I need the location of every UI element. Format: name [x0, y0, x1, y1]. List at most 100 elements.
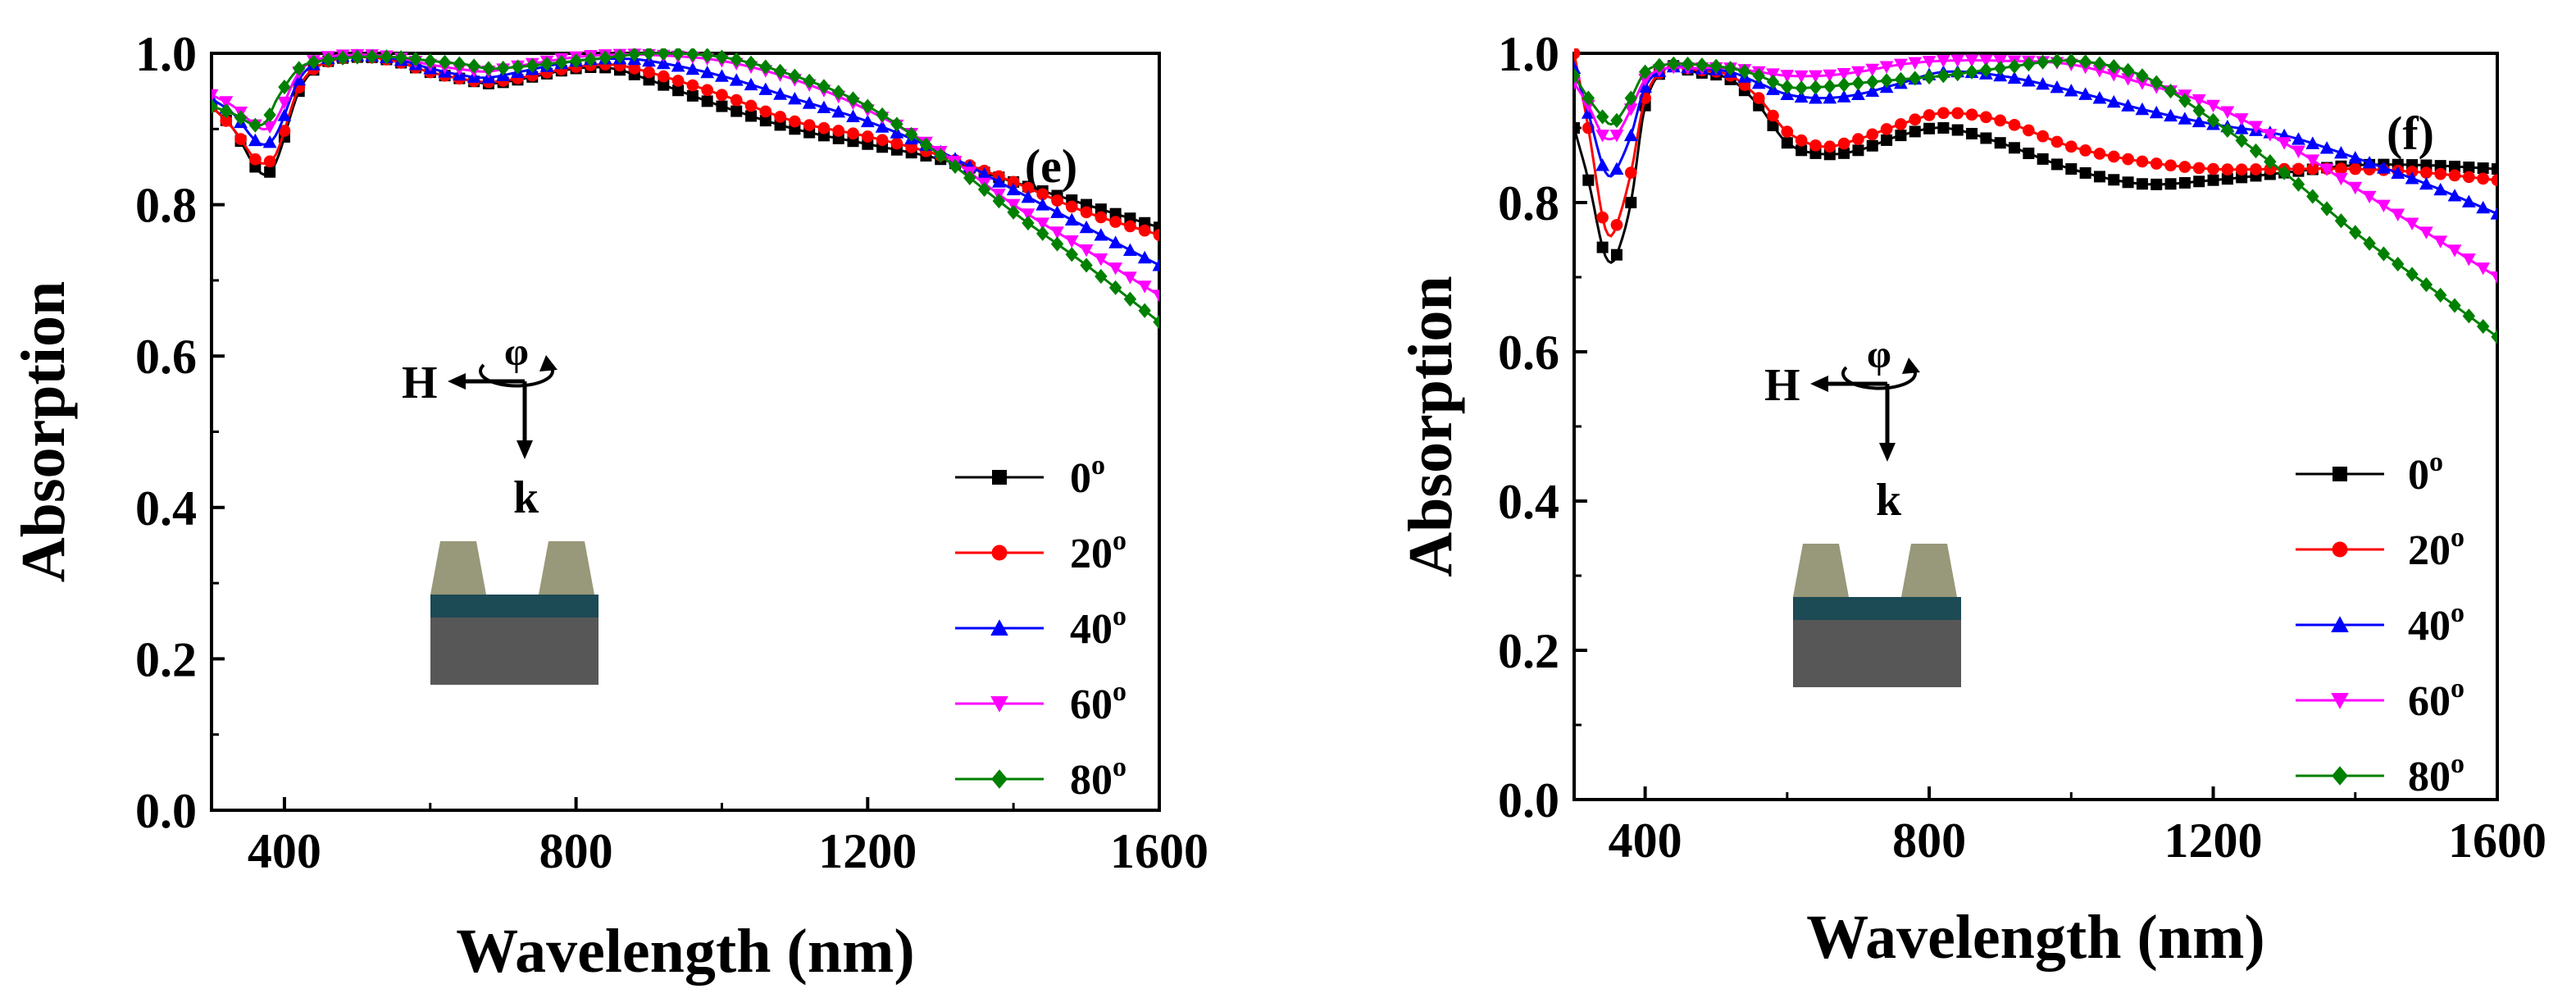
- data-point-60: [1851, 66, 1865, 80]
- data-point-60: [2121, 73, 2135, 86]
- data-point-20: [2178, 161, 2191, 173]
- data-point-0: [1795, 144, 1808, 157]
- rotation-arc: [1841, 366, 1917, 390]
- data-point-0: [1966, 127, 1978, 139]
- legend-label: 0o: [1070, 450, 1105, 502]
- data-point-40: [2348, 151, 2363, 164]
- data-point-40: [1006, 182, 1021, 196]
- data-point-0: [1852, 144, 1864, 157]
- data-point-60: [1836, 68, 1851, 81]
- data-point-20: [2221, 163, 2234, 175]
- data-point-20: [2448, 169, 2461, 182]
- degree-superscript: o: [1091, 450, 1105, 481]
- legend-marker: [2332, 541, 2348, 558]
- data-point-60: [2334, 172, 2348, 186]
- data-point-80: [788, 68, 802, 84]
- x-tick-label: 1200: [818, 824, 917, 878]
- data-point-60: [1609, 130, 1624, 143]
- data-point-0: [2207, 174, 2219, 186]
- h-arrowhead: [448, 373, 466, 390]
- data-point-40: [846, 109, 860, 122]
- data-point-0: [2050, 158, 2063, 171]
- y-tick-label: 0.6: [135, 330, 197, 384]
- data-point-20: [1866, 128, 1879, 141]
- data-point-40: [831, 104, 846, 118]
- data-point-20: [2434, 167, 2447, 180]
- data-point-20: [789, 115, 801, 128]
- data-point-0: [716, 100, 728, 112]
- data-point-0: [2136, 178, 2148, 190]
- data-point-80: [2419, 277, 2433, 293]
- legend-item-40: 40o: [2296, 598, 2464, 649]
- data-point-60: [2476, 262, 2491, 276]
- legend: 0o 20o 40o 60o 80o: [2296, 447, 2464, 800]
- data-point-80: [934, 148, 947, 163]
- data-point-80: [248, 117, 262, 133]
- legend-marker: [991, 769, 1008, 789]
- data-point-80: [598, 50, 612, 66]
- data-point-20: [1880, 123, 1893, 135]
- data-point-20: [2192, 162, 2205, 175]
- data-point-80: [2405, 267, 2419, 282]
- phi-label: φ: [1867, 333, 1891, 376]
- data-point-60: [1137, 280, 1152, 294]
- y-tick-label: 0.6: [1498, 326, 1559, 380]
- data-point-60: [2249, 121, 2263, 134]
- trapezoid-right: [539, 541, 594, 595]
- data-point-40: [2476, 200, 2491, 214]
- data-point-20: [1051, 194, 1063, 207]
- data-point-0: [672, 84, 685, 97]
- data-point-0: [1909, 125, 1921, 138]
- data-point-40: [262, 135, 277, 148]
- data-point-60: [2092, 65, 2107, 78]
- series-line-80: [1574, 59, 2497, 339]
- data-point-80: [2107, 58, 2120, 75]
- data-point-40: [2447, 189, 2462, 202]
- panel-label: (f): [2387, 107, 2434, 160]
- data-point-0: [1767, 119, 1779, 131]
- series-line-40: [1574, 65, 2497, 215]
- data-point-0: [1610, 248, 1623, 261]
- data-point-80: [1695, 57, 1709, 73]
- dielectric-layer: [1793, 597, 1961, 620]
- data-point-60: [1123, 271, 1137, 285]
- data-point-80: [817, 79, 831, 94]
- data-point-0: [1895, 130, 1907, 142]
- data-point-20: [2250, 163, 2262, 175]
- data-point-20: [234, 133, 247, 145]
- data-point-80: [526, 57, 539, 74]
- data-point-80: [2221, 122, 2234, 139]
- data-point-20: [847, 127, 859, 140]
- legend-item-0: 0o: [2296, 447, 2443, 499]
- data-point-80: [1951, 66, 1964, 82]
- data-point-20: [701, 84, 714, 97]
- data-point-20: [1752, 92, 1765, 104]
- data-point-80: [919, 137, 933, 153]
- data-point-0: [2193, 175, 2205, 188]
- data-point-40: [700, 65, 715, 79]
- data-point-20: [1767, 109, 1779, 122]
- data-point-20: [1823, 140, 1836, 153]
- legend-item-80: 80o: [955, 752, 1126, 804]
- data-point-20: [1951, 107, 1964, 120]
- degree-superscript: o: [1113, 752, 1126, 782]
- data-point-20: [876, 134, 889, 147]
- data-point-80: [1781, 79, 1794, 95]
- data-point-40: [1152, 258, 1159, 271]
- data-point-20: [2022, 124, 2035, 137]
- x-tick-label: 1600: [2448, 814, 2546, 868]
- data-point-20: [817, 121, 831, 134]
- h-arrowhead: [1810, 376, 1828, 392]
- legend-label: 20o: [2408, 522, 2464, 574]
- data-point-20: [278, 125, 291, 137]
- data-point-40: [2292, 132, 2305, 145]
- y-tick-label: 1.0: [1498, 27, 1559, 81]
- trapezoid-left: [1793, 544, 1849, 597]
- data-point-80: [351, 49, 364, 65]
- data-point-20: [2420, 166, 2433, 179]
- data-point-40: [2106, 94, 2121, 108]
- data-point-80: [832, 84, 845, 100]
- data-point-60: [1978, 54, 1993, 68]
- rotation-arc: [479, 363, 554, 388]
